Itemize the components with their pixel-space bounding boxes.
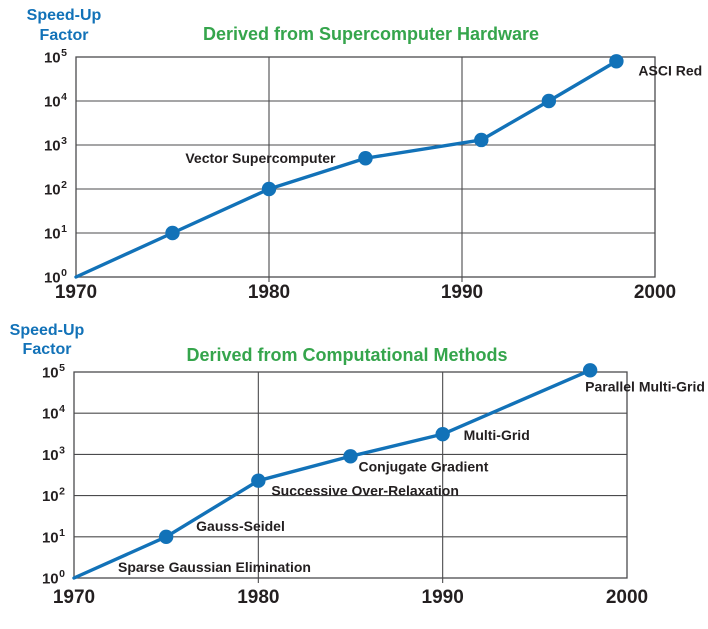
x-tick-label: 1990	[441, 282, 483, 303]
data-point-marker	[541, 93, 557, 109]
x-tick-label: 2000	[606, 587, 648, 608]
chart-canvas: 100 101 102 103 104 105 1970 1980 1990 2000 Sparse…	[10, 322, 705, 608]
x-tick-label: 1970	[55, 282, 97, 303]
series-line	[74, 59, 619, 279]
y-tick-label: 103	[44, 135, 67, 155]
x-tick-label: 1980	[248, 282, 290, 303]
plot-border	[75, 56, 656, 278]
hardware-speedup-chart: 100 101 102 103 104 105 1970 1980 1990 2000 Vector…	[0, 0, 708, 310]
data-point-marker	[435, 426, 450, 442]
annotation-label: ASCI Red	[638, 62, 702, 78]
y-tick-label: 101	[42, 527, 65, 547]
y-tick-label: 104	[44, 91, 67, 111]
chart-title: Derived from Supercomputer Hardware	[203, 24, 539, 44]
annotation-label: Vector Supercomputer	[185, 150, 336, 166]
data-point-marker	[474, 132, 489, 148]
annotation-label: Conjugate Gradient	[359, 458, 489, 474]
y-tick-label: 103	[42, 444, 65, 464]
data-point-marker	[582, 363, 598, 378]
data-point-marker	[158, 529, 174, 544]
annotation-label: Successive Over-Relaxation	[271, 483, 459, 499]
y-tick-label: 104	[42, 403, 65, 423]
annotation-label: Multi-Grid	[464, 427, 530, 443]
plot-border	[73, 371, 628, 579]
x-tick-label: 1970	[53, 587, 95, 608]
y-tick-label: 100	[42, 568, 65, 588]
x-tick-label: 2000	[634, 282, 676, 303]
data-point-marker	[609, 54, 624, 69]
annotation-label: Sparse Gaussian Elimination	[118, 559, 311, 575]
methods-speedup-chart: 100 101 102 103 104 105 1970 1980 1990 2000 Sparse…	[0, 310, 708, 629]
data-point-marker	[165, 225, 180, 241]
data-point-marker	[261, 181, 277, 197]
y-axis-title: Factor	[40, 27, 89, 44]
y-axis-title: Speed-Up	[27, 7, 102, 24]
y-tick-label: 102	[44, 179, 67, 199]
y-axis-title: Speed-Up	[10, 322, 85, 339]
y-axis-title: Factor	[23, 341, 72, 358]
data-point-marker	[343, 449, 358, 464]
data-point-marker	[251, 473, 266, 488]
series-line	[72, 368, 592, 580]
chart-title: Derived from Computational Methods	[186, 345, 507, 365]
annotation-label: Gauss-Seidel	[196, 518, 285, 534]
y-tick-label: 105	[44, 47, 67, 67]
data-point-marker	[358, 151, 373, 166]
y-tick-label: 102	[42, 486, 65, 506]
y-tick-label: 105	[42, 362, 65, 382]
x-tick-label: 1980	[237, 587, 279, 608]
y-tick-label: 101	[44, 223, 67, 243]
x-tick-label: 1990	[422, 587, 464, 608]
annotation-label: Parallel Multi-Grid	[585, 378, 705, 394]
